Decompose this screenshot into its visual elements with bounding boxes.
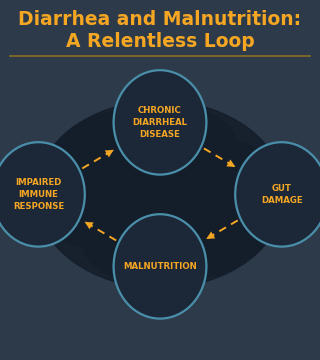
- Ellipse shape: [46, 110, 222, 236]
- Ellipse shape: [64, 108, 256, 281]
- Text: GUT
DAMAGE: GUT DAMAGE: [261, 184, 302, 205]
- Circle shape: [114, 214, 206, 319]
- Text: Diarrhea and Malnutrition:: Diarrhea and Malnutrition:: [19, 10, 301, 29]
- Text: A Relentless Loop: A Relentless Loop: [66, 32, 254, 51]
- Text: IMPAIRED
IMMUNE
RESPONSE: IMPAIRED IMMUNE RESPONSE: [13, 178, 64, 211]
- Circle shape: [235, 142, 320, 247]
- Ellipse shape: [35, 101, 285, 288]
- Text: MALNUTRITION: MALNUTRITION: [123, 262, 197, 271]
- Ellipse shape: [98, 153, 274, 279]
- Circle shape: [114, 70, 206, 175]
- Ellipse shape: [35, 140, 157, 248]
- Ellipse shape: [83, 205, 237, 284]
- Ellipse shape: [163, 140, 285, 248]
- Ellipse shape: [83, 104, 237, 184]
- Text: CHRONIC
DIARRHEAL
DISEASE: CHRONIC DIARRHEAL DISEASE: [132, 106, 188, 139]
- Circle shape: [0, 142, 85, 247]
